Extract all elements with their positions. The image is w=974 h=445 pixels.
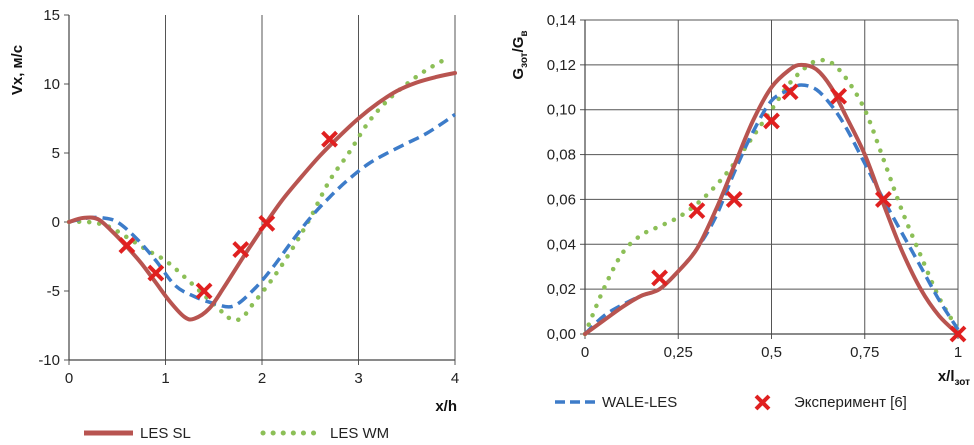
data-point-marker — [321, 130, 338, 148]
x-tick-label: 0,75 — [850, 344, 879, 361]
x-tick-label: 3 — [354, 370, 362, 387]
y-tick-label: 0 — [52, 214, 60, 231]
data-point-marker — [232, 241, 250, 259]
series-layer — [582, 57, 967, 343]
x-tick-label: 4 — [451, 370, 459, 387]
legend: LES SL LES WM WALE-LES Эксперимент [6] — [84, 394, 907, 442]
y-tick-label: 0,10 — [547, 102, 576, 119]
legend-label: LES WM — [330, 425, 389, 442]
chart-flow-ratio: 0 0,25 0,5 0,75 1 0,00 0,02 0,04 0,06 0,08 0,10 0,1… — [510, 12, 970, 388]
axes — [64, 14, 456, 365]
legend-item-les-sl: LES SL — [84, 425, 191, 442]
data-point-marker — [258, 214, 276, 232]
x-axis-label: x/h — [435, 398, 457, 415]
axes — [580, 19, 959, 339]
data-point-marker — [781, 83, 799, 101]
y-tick-label: 0,14 — [547, 12, 576, 29]
series-line-wale-les — [68, 112, 457, 309]
data-point-marker — [147, 264, 165, 282]
data-point-marker — [725, 191, 743, 208]
y-tick-label: -10 — [38, 352, 60, 369]
legend-label: WALE-LES — [602, 394, 677, 411]
y-tick-label: 0,08 — [547, 147, 576, 164]
y-tick-label: 5 — [52, 145, 60, 162]
x-axis-label: x/lзот — [938, 368, 970, 388]
legend-label: Эксперимент [6] — [794, 394, 907, 411]
y-tick-label: 0,02 — [547, 281, 576, 298]
y-tick-label: 10 — [43, 76, 60, 93]
x-tick-label: 1 — [954, 344, 962, 361]
data-point-marker — [118, 237, 136, 254]
data-point-marker — [195, 282, 213, 300]
chart-velocity: 0 1 2 3 4 -10 -5 0 5 10 15 x/h Vx, м/с — [9, 7, 459, 415]
data-point-marker — [949, 325, 967, 343]
y-tick-label: 0,04 — [547, 236, 576, 253]
y-tick-label: 0,06 — [547, 191, 576, 208]
data-point-marker — [763, 112, 780, 130]
y-tick-label: 0,12 — [547, 57, 576, 74]
x-tick-label: 1 — [161, 370, 169, 387]
x-tick-label: 2 — [258, 370, 266, 387]
legend-item-les-wm: LES WM — [260, 425, 389, 442]
y-axis-label: Vx, м/с — [9, 45, 26, 95]
series-line-les-sl — [583, 62, 960, 336]
legend-item-wale-les: WALE-LES — [555, 394, 677, 411]
y-axis-label: Gзот/Gв — [510, 30, 530, 79]
data-point-marker — [830, 87, 848, 105]
y-tick-label: 0,00 — [547, 326, 576, 343]
x-tick-label: 0,5 — [761, 344, 782, 361]
grid-lines — [585, 19, 959, 334]
y-tick-label: -5 — [47, 283, 60, 300]
data-point-marker — [688, 202, 706, 220]
x-tick-label: 0,25 — [664, 344, 693, 361]
series-layer — [66, 56, 457, 323]
legend-item-experiment: Эксперимент [6] — [754, 394, 907, 411]
legend-label: LES SL — [140, 425, 191, 442]
tick-labels: 0 0,25 0,5 0,75 1 0,00 0,02 0,04 0,06 0,08 0,10 0,1… — [547, 12, 962, 361]
series-line-les-wm — [66, 56, 448, 323]
tick-labels: 0 1 2 3 4 -10 -5 0 5 10 15 — [38, 7, 459, 387]
y-tick-label: 15 — [43, 7, 60, 24]
x-tick-label: 0 — [65, 370, 73, 387]
x-tick-label: 0 — [581, 344, 589, 361]
data-point-marker — [651, 269, 669, 287]
legend-swatch-cross-icon — [754, 394, 771, 411]
data-point-marker — [874, 191, 892, 208]
